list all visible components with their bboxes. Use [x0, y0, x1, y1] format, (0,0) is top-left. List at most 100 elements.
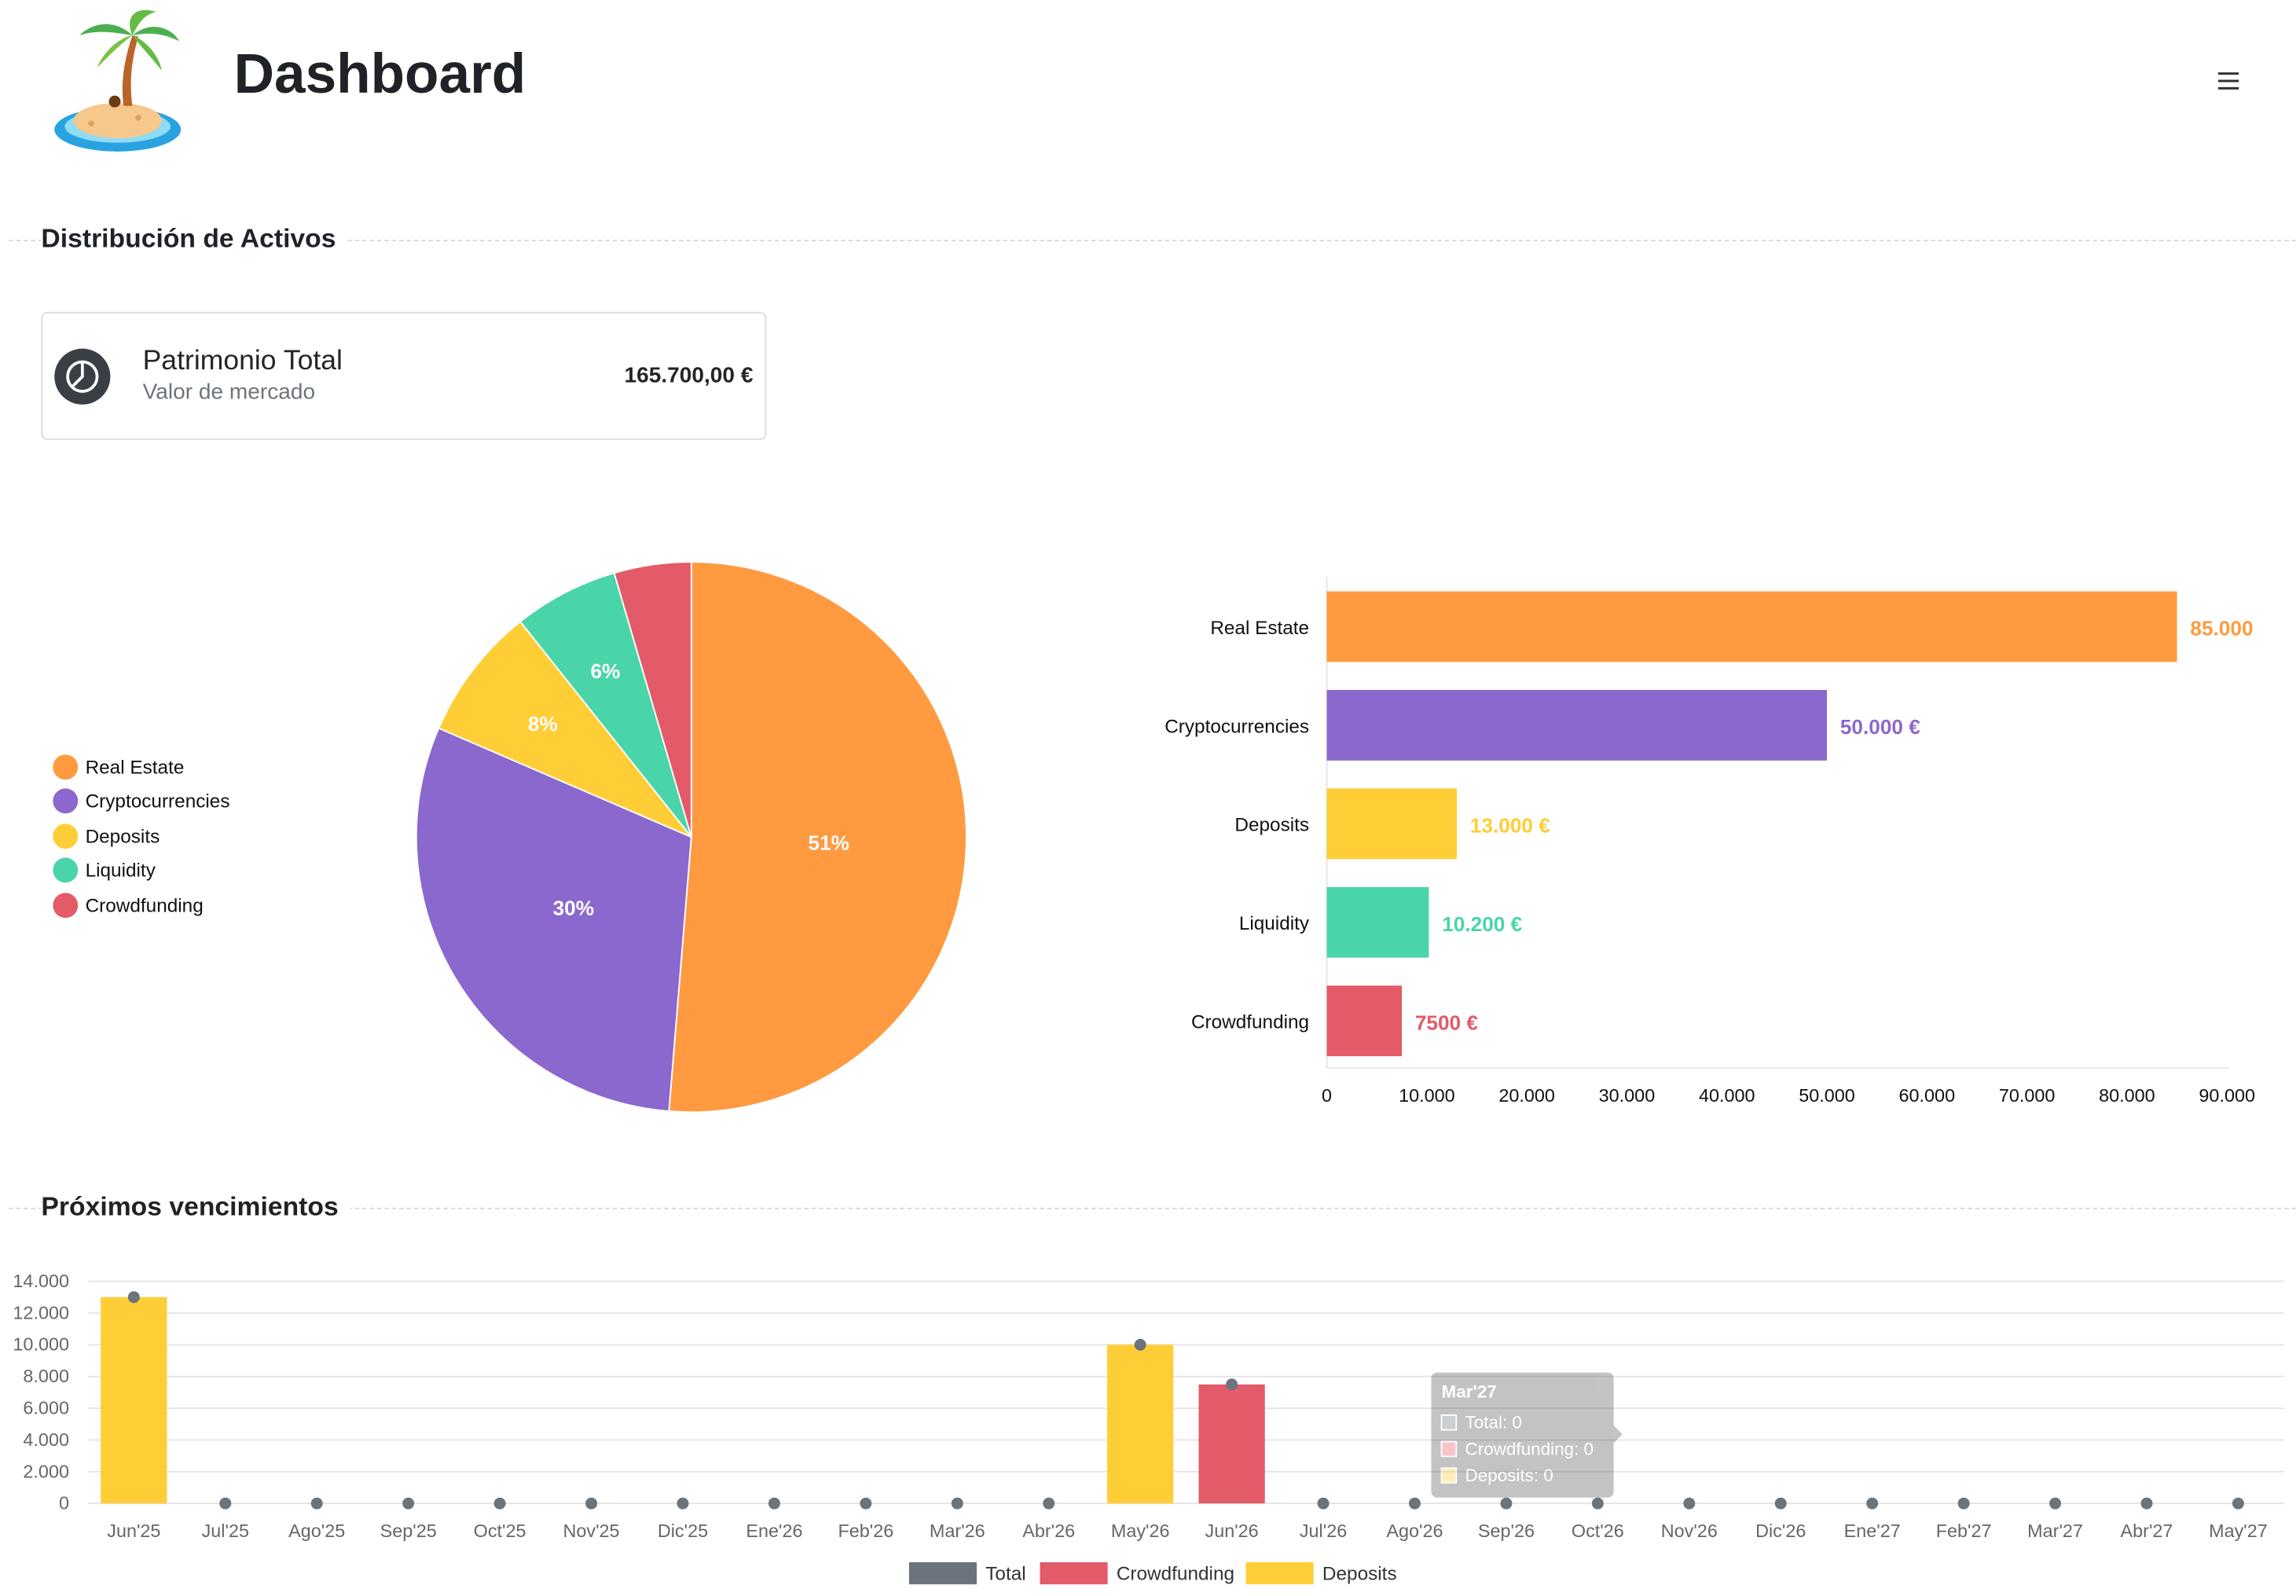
pie-slice[interactable] — [438, 620, 692, 838]
legend-label: Liquidity — [85, 859, 156, 882]
legend-label: Real Estate — [85, 755, 185, 778]
x-tick-label: Jul'25 — [202, 1521, 249, 1541]
maturity-bar[interactable] — [101, 1297, 167, 1504]
x-tick-label: Mar'27 — [2027, 1521, 2083, 1541]
total-point[interactable] — [1866, 1497, 1879, 1510]
total-point[interactable] — [1226, 1378, 1238, 1391]
total-point[interactable] — [1957, 1497, 1970, 1510]
x-tick-label: Jul'26 — [1300, 1521, 1347, 1541]
maturity-bar[interactable] — [1107, 1345, 1174, 1504]
pie-slice[interactable] — [415, 727, 692, 1113]
x-tick-label: May'26 — [1111, 1521, 1170, 1541]
x-tick-label: Nov'26 — [1661, 1521, 1718, 1541]
total-wealth-card: Patrimonio Total Valor de mercado 165.70… — [41, 311, 767, 440]
total-point[interactable] — [310, 1497, 323, 1510]
svg-text:Deposits: 0: Deposits: 0 — [1465, 1466, 1553, 1485]
x-tick-label: Dic'26 — [1755, 1521, 1806, 1541]
legend-swatch — [53, 788, 79, 814]
pie-legend-item[interactable]: Crowdfunding — [53, 892, 204, 919]
card-value: 165.700,00 € — [624, 363, 754, 389]
legend-label: Cryptocurrencies — [85, 790, 230, 813]
total-point[interactable] — [1043, 1497, 1055, 1510]
total-point[interactable] — [493, 1497, 506, 1510]
legend-swatch — [53, 893, 79, 918]
legend-item[interactable]: Total — [908, 1561, 1026, 1584]
bar-category-label: Liquidity — [1239, 913, 1310, 934]
total-point[interactable] — [677, 1497, 689, 1510]
pie-slice-label: 30% — [553, 897, 594, 920]
x-tick-label: Abr'27 — [2121, 1521, 2173, 1541]
x-tick-label: Ene'26 — [746, 1521, 802, 1541]
x-tick-label: 10.000 — [1399, 1085, 1455, 1106]
pie-slice[interactable] — [668, 561, 967, 1114]
pie-slice-label: 51% — [809, 831, 849, 855]
total-point[interactable] — [2232, 1497, 2244, 1510]
legend-swatch — [908, 1561, 977, 1584]
pie-legend-item[interactable]: Deposits — [53, 823, 160, 849]
total-point[interactable] — [1591, 1497, 1604, 1510]
x-tick-label: Dic'25 — [658, 1521, 708, 1541]
legend-label: Total — [985, 1561, 1026, 1584]
legend-swatch — [1040, 1561, 1108, 1584]
total-point[interactable] — [951, 1497, 963, 1510]
x-tick-label: May'27 — [2209, 1521, 2268, 1541]
pie-slice[interactable] — [519, 572, 692, 838]
x-tick-label: Oct'26 — [1572, 1521, 1624, 1541]
pie-legend-item[interactable]: Real Estate — [53, 753, 184, 780]
x-tick-label: 0 — [1322, 1085, 1332, 1106]
pie-chart-icon — [54, 348, 111, 405]
pie-legend-item[interactable]: Liquidity — [53, 857, 156, 884]
bar[interactable] — [1326, 591, 2177, 662]
y-tick-label: 4.000 — [23, 1429, 69, 1450]
total-point[interactable] — [1317, 1497, 1330, 1510]
legend-item[interactable]: Crowdfunding — [1040, 1561, 1235, 1584]
total-point[interactable] — [127, 1291, 140, 1304]
bar[interactable] — [1326, 985, 1403, 1057]
bar-value-label: 85.000 — [2190, 617, 2253, 640]
y-tick-label: 6.000 — [23, 1398, 69, 1418]
svg-text:Crowdfunding: 0: Crowdfunding: 0 — [1465, 1439, 1594, 1458]
legend-label: Crowdfunding — [85, 893, 204, 917]
bar[interactable] — [1326, 788, 1458, 860]
bar-value-label: 13.000 € — [1470, 814, 1550, 838]
asset-bar-chart: Real Estate 85.000 Cryptocurrencies 50.000 … — [1165, 576, 2255, 1106]
total-point[interactable] — [2140, 1497, 2153, 1510]
legend-label: Crowdfunding — [1116, 1561, 1235, 1584]
section-title-distribution: Distribución de Activos — [41, 223, 348, 255]
total-point[interactable] — [1500, 1497, 1513, 1510]
total-point[interactable] — [2049, 1497, 2062, 1510]
pie-slice[interactable] — [613, 561, 692, 838]
x-tick-label: 90.000 — [2199, 1085, 2255, 1106]
legend-swatch — [53, 754, 79, 780]
total-point[interactable] — [768, 1497, 780, 1510]
y-tick-label: 8.000 — [23, 1366, 69, 1386]
pie-slice-label: 8% — [528, 712, 558, 736]
x-tick-label: Ago'26 — [1386, 1521, 1443, 1541]
total-point[interactable] — [585, 1497, 598, 1510]
x-tick-label: Ago'25 — [288, 1521, 345, 1541]
total-point[interactable] — [1134, 1338, 1146, 1351]
total-point[interactable] — [219, 1497, 232, 1510]
bar[interactable] — [1326, 689, 1828, 761]
card-title: Patrimonio Total — [142, 345, 343, 377]
total-point[interactable] — [402, 1497, 415, 1510]
bar[interactable] — [1326, 886, 1429, 958]
maturity-bar[interactable] — [1198, 1384, 1265, 1504]
total-point[interactable] — [1774, 1497, 1787, 1510]
x-tick-label: Mar'26 — [930, 1521, 985, 1541]
bar-category-label: Deposits — [1234, 815, 1309, 836]
total-point[interactable] — [860, 1497, 872, 1510]
bar-category-label: Cryptocurrencies — [1165, 716, 1309, 737]
total-point[interactable] — [1409, 1497, 1421, 1510]
x-tick-label: Sep'25 — [380, 1521, 437, 1541]
y-tick-label: 2.000 — [23, 1461, 69, 1481]
hamburger-menu-icon[interactable] — [2206, 59, 2250, 103]
x-tick-label: Sep'26 — [1478, 1521, 1535, 1541]
x-tick-label: Feb'26 — [838, 1521, 893, 1541]
pie-legend-item[interactable]: Cryptocurrencies — [53, 788, 230, 815]
x-tick-label: 30.000 — [1599, 1085, 1656, 1106]
legend-item[interactable]: Deposits — [1245, 1561, 1397, 1584]
y-tick-label: 14.000 — [13, 1271, 69, 1291]
total-point[interactable] — [1683, 1497, 1696, 1510]
legend-swatch — [1245, 1561, 1314, 1584]
